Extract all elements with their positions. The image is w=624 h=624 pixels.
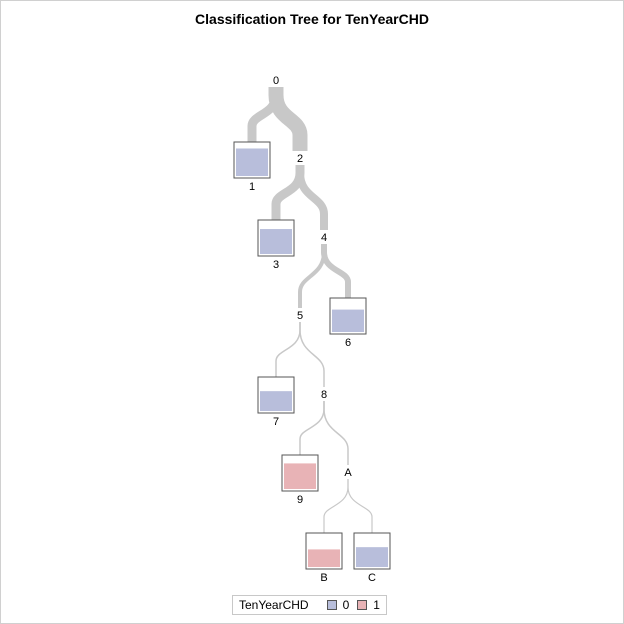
leaf-bar-7 <box>260 391 292 411</box>
branch-A-B <box>323 479 349 533</box>
legend-label-0: 0 <box>342 598 350 612</box>
leaf-bar-C <box>356 547 388 567</box>
leaf-label-9: 9 <box>297 494 303 506</box>
split-node-label-5: 5 <box>297 310 303 322</box>
branch-8-9 <box>299 401 325 455</box>
branch-5-8 <box>299 322 325 387</box>
leaf-label-7: 7 <box>273 416 279 428</box>
split-node-label-8: 8 <box>321 389 327 401</box>
leaf-bar-B <box>308 549 340 567</box>
split-node-label-0: 0 <box>273 75 279 87</box>
leaf-bar-9 <box>284 463 316 489</box>
leaf-label-1: 1 <box>249 181 255 193</box>
branch-2-4 <box>296 165 328 230</box>
branch-0-2 <box>268 87 308 151</box>
leaf-bar-6 <box>332 309 364 332</box>
branch-5-7 <box>275 322 301 377</box>
legend-label-1: 1 <box>373 598 380 612</box>
branch-4-5 <box>298 244 326 308</box>
leaf-label-6: 6 <box>345 337 351 349</box>
legend-item-1: 1 <box>357 598 380 612</box>
branch-8-A <box>323 401 349 465</box>
leaf-label-B: B <box>320 572 327 584</box>
legend-title: TenYearCHD <box>239 598 309 612</box>
split-node-label-2: 2 <box>297 153 303 165</box>
split-node-label-A: A <box>344 467 352 479</box>
leaf-bar-1 <box>236 148 268 176</box>
leaf-bar-3 <box>260 229 292 254</box>
branch-4-6 <box>321 244 351 298</box>
chart-title: Classification Tree for TenYearCHD <box>195 11 429 27</box>
legend-item-0: 0 <box>326 598 350 612</box>
branch-A-C <box>347 479 373 533</box>
leaf-label-3: 3 <box>273 259 279 271</box>
legend-swatch-0 <box>326 600 337 610</box>
legend: TenYearCHD 0 1 <box>232 595 387 615</box>
legend-swatch-1 <box>357 600 368 610</box>
split-node-label-4: 4 <box>321 232 327 244</box>
leaf-label-C: C <box>368 572 376 584</box>
